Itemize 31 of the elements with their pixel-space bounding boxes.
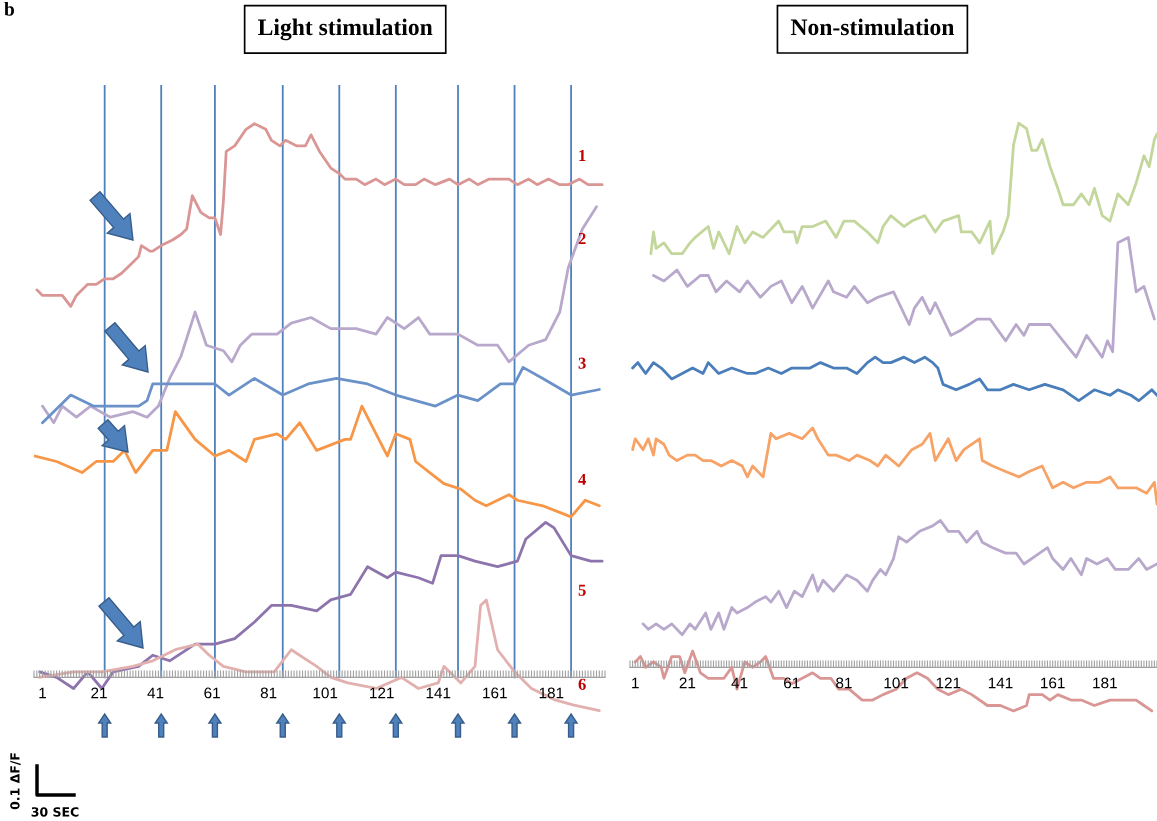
x-tick-label: 121: [370, 687, 394, 699]
x-tick-label: 181: [1093, 677, 1117, 689]
x-tick-label: 81: [836, 677, 852, 689]
annotation: 2: [578, 232, 586, 245]
x-tick-label: 101: [884, 677, 909, 689]
x-tick-label: 121: [936, 677, 961, 689]
annotation: 4: [578, 473, 587, 485]
x-tick-label: 61: [204, 687, 220, 699]
chart-title: Light stimulation: [258, 18, 433, 41]
x-tick-label: 61: [784, 677, 800, 689]
annotation: 1: [579, 149, 586, 161]
x-tick-label: 41: [147, 687, 164, 699]
text: 0.1 ΔF/F: [10, 753, 21, 810]
x-tick-label: 1: [632, 677, 639, 689]
x-tick-label: 1: [39, 687, 46, 699]
x-tick-label: 41: [731, 677, 748, 689]
text: b: [4, 2, 15, 16]
chart-title: Non-stimulation: [790, 18, 955, 36]
annotation: 6: [578, 678, 586, 690]
x-tick-label: 181: [539, 687, 564, 699]
text: 30 SEC: [31, 807, 79, 817]
annotation: 3: [578, 357, 586, 369]
x-tick-label: 141: [988, 677, 1013, 689]
x-tick-label: 101: [313, 687, 338, 699]
x-tick-label: 161: [483, 687, 507, 699]
x-tick-label: 21: [91, 687, 107, 699]
x-tick-label: 21: [679, 677, 696, 689]
x-tick-label: 141: [426, 687, 451, 699]
x-tick-label: 81: [260, 687, 277, 699]
x-tick-label: 161: [1041, 677, 1065, 689]
annotation: 5: [578, 584, 586, 596]
